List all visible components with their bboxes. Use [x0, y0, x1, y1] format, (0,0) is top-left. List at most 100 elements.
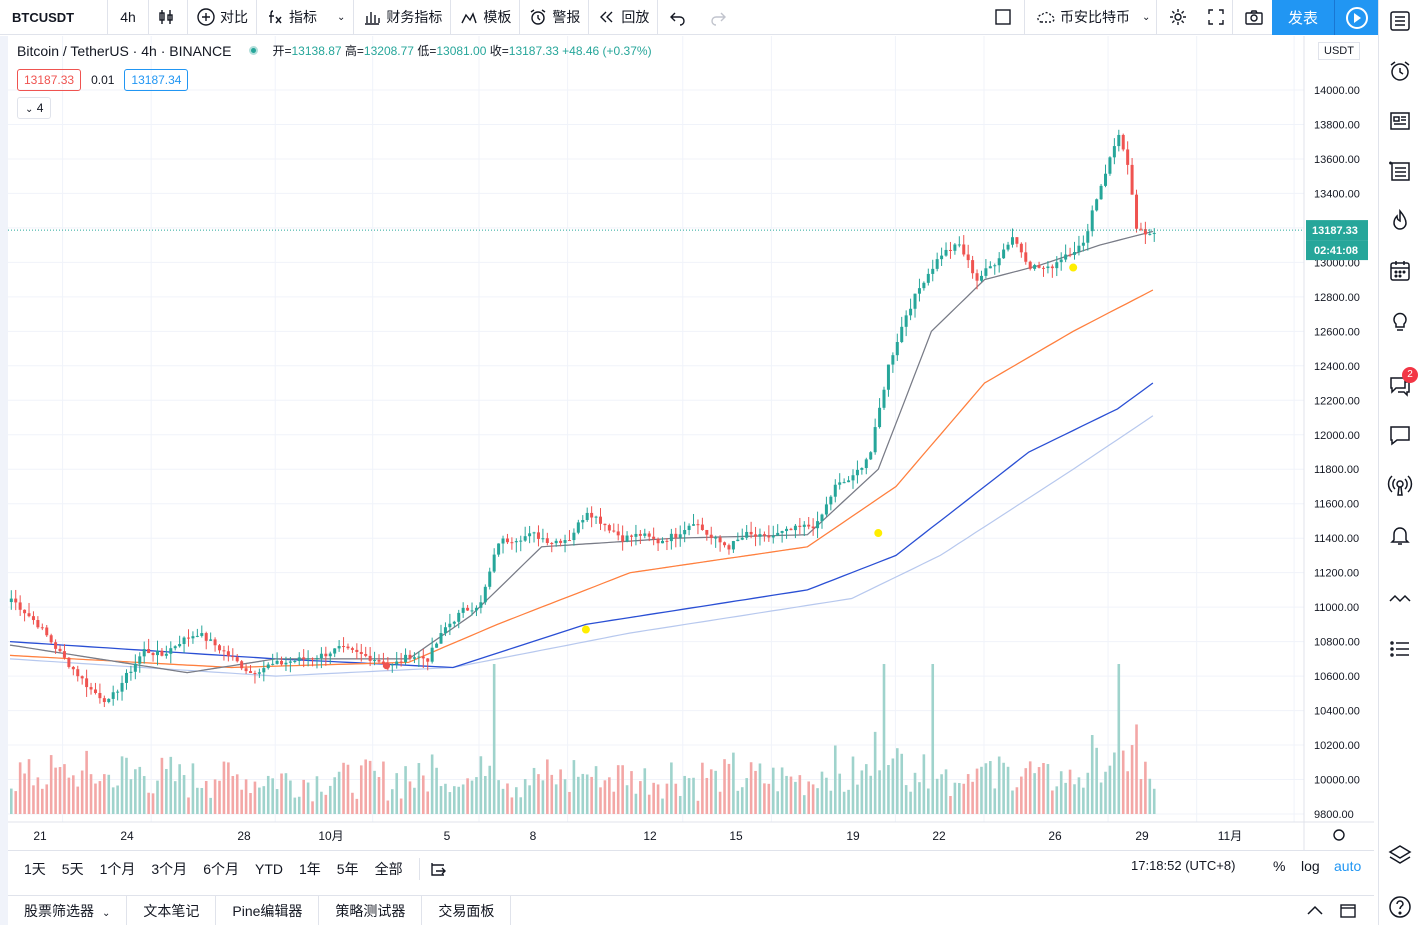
timeframe-1y[interactable]: 1年: [298, 861, 321, 877]
tab-strategy-tester[interactable]: 策略测试器: [319, 895, 423, 925]
replay-button[interactable]: 回放: [589, 0, 657, 35]
volume-bar: [608, 777, 611, 814]
compare-button[interactable]: 对比: [188, 0, 256, 35]
candle-body: [1095, 199, 1099, 211]
candle-body: [944, 249, 948, 256]
alarm-clock-icon[interactable]: [1387, 58, 1413, 84]
notification-badge: 2: [1402, 367, 1418, 383]
timeframe-all[interactable]: 全部: [374, 861, 403, 877]
buy-price-button[interactable]: 13187.34: [124, 69, 189, 91]
currency-label[interactable]: USDT: [1318, 42, 1360, 60]
sell-price-button[interactable]: 13187.33: [17, 69, 82, 91]
candle-body: [594, 516, 598, 518]
bell-icon[interactable]: [1387, 522, 1413, 548]
volume-bar: [811, 784, 815, 814]
chevron-down-icon[interactable]: ⌄: [337, 11, 346, 23]
news-icon[interactable]: [1387, 108, 1413, 134]
indicators-collapse-button[interactable]: ⌄ 4: [17, 97, 52, 119]
chevron-up-icon[interactable]: [1304, 900, 1326, 923]
volume-bar: [1082, 787, 1085, 814]
timeframe-1m[interactable]: 1个月: [99, 861, 136, 877]
timeframe-3m[interactable]: 3个月: [151, 861, 188, 877]
alert-button[interactable]: 警报: [520, 0, 588, 35]
notes-list-icon[interactable]: [1387, 158, 1413, 184]
square-icon: [993, 7, 1013, 27]
watchlist-button[interactable]: 币安比特币 ⌄: [1028, 0, 1158, 35]
watchlist-icon[interactable]: [1387, 8, 1413, 34]
timeframe-1d[interactable]: 1天: [24, 861, 46, 877]
chevron-down-icon[interactable]: ⌄: [102, 907, 111, 919]
auto-toggle[interactable]: auto: [1334, 858, 1362, 874]
close-label: 收=: [489, 44, 509, 58]
log-toggle[interactable]: log: [1301, 858, 1320, 874]
candle-body: [408, 654, 412, 659]
redo-button[interactable]: [702, 0, 738, 35]
volume-bar: [1086, 772, 1090, 814]
tab-trading-panel[interactable]: 交易面板: [422, 895, 512, 925]
volume-bar: [439, 786, 443, 814]
layout-select-button[interactable]: [986, 0, 1024, 35]
candle-body: [979, 275, 983, 281]
chevron-double-icon[interactable]: [1387, 586, 1413, 612]
volume-bar: [421, 775, 425, 814]
broadcast-icon[interactable]: [1387, 472, 1413, 498]
volume-bar: [1108, 765, 1112, 814]
goto-date-icon[interactable]: [428, 859, 448, 879]
chat-bubble-icon[interactable]: [1387, 422, 1413, 448]
candle-body: [802, 524, 806, 527]
financials-button[interactable]: 财务指标: [354, 0, 450, 35]
candle-body: [178, 644, 182, 647]
candle-body: [824, 504, 828, 515]
volume-bar: [182, 775, 186, 814]
timeframe-6m[interactable]: 6个月: [203, 861, 239, 877]
clock[interactable]: 17:18:52 (UTC+8): [1131, 858, 1236, 873]
chevron-down-icon: ⌄: [25, 104, 34, 115]
publish-button[interactable]: 发表: [1272, 0, 1334, 35]
gear-icon[interactable]: [1333, 829, 1345, 841]
calendar-icon[interactable]: [1387, 258, 1413, 284]
candle-body: [395, 661, 399, 665]
candle-body: [780, 531, 784, 533]
percent-toggle[interactable]: %: [1273, 858, 1286, 874]
fullscreen-button[interactable]: [1198, 0, 1238, 35]
volume-bar: [891, 758, 895, 814]
timeframe-5d[interactable]: 5天: [61, 861, 84, 877]
volume-bar: [116, 785, 119, 814]
alarm-clock-icon: [528, 7, 548, 27]
data-window-icon[interactable]: [1387, 636, 1413, 662]
settings-button[interactable]: [1160, 0, 1200, 35]
chart-type-button[interactable]: [149, 0, 187, 35]
candle-body: [541, 538, 545, 540]
price-chart[interactable]: 14000.0013800.0013600.0013400.0013200.00…: [8, 36, 1374, 850]
undo-button[interactable]: [658, 0, 702, 35]
legend-symbol-title[interactable]: Bitcoin / TetherUS · 4h · BINANCE: [17, 42, 232, 59]
maximize-panel-icon[interactable]: [1338, 901, 1358, 924]
symbol-search[interactable]: BTCUSDT: [12, 9, 75, 25]
timeframe-ytd[interactable]: YTD: [254, 861, 283, 877]
candle-body: [120, 682, 124, 692]
snapshot-button[interactable]: [1236, 0, 1276, 35]
candle-body: [80, 676, 84, 679]
fx-icon: [265, 7, 285, 27]
candle-body: [311, 658, 315, 660]
volume-bar: [120, 756, 124, 814]
candle-body: [244, 668, 248, 672]
templates-button[interactable]: 模板: [451, 0, 519, 35]
interval-button[interactable]: 4h: [120, 9, 136, 25]
play-button[interactable]: [1334, 0, 1378, 35]
hotlists-icon[interactable]: [1387, 208, 1413, 234]
tab-screener[interactable]: 股票筛选器 ⌄: [8, 895, 128, 925]
lightbulb-icon[interactable]: [1387, 308, 1413, 334]
help-icon[interactable]: [1387, 894, 1413, 920]
volume-bar: [235, 774, 239, 814]
volume-bar: [1015, 787, 1019, 814]
layers-icon[interactable]: [1387, 842, 1413, 868]
tab-text-notes[interactable]: 文本笔记: [127, 895, 217, 925]
chevron-down-icon[interactable]: ⌄: [1142, 11, 1151, 23]
indicators-button[interactable]: 指标 ⌄: [257, 0, 353, 35]
volume-bar: [1064, 782, 1067, 814]
tab-pine-editor[interactable]: Pine编辑器: [216, 895, 320, 925]
timeframe-5y[interactable]: 5年: [336, 861, 359, 877]
volume-bar: [501, 788, 505, 814]
candle-body: [785, 528, 789, 532]
